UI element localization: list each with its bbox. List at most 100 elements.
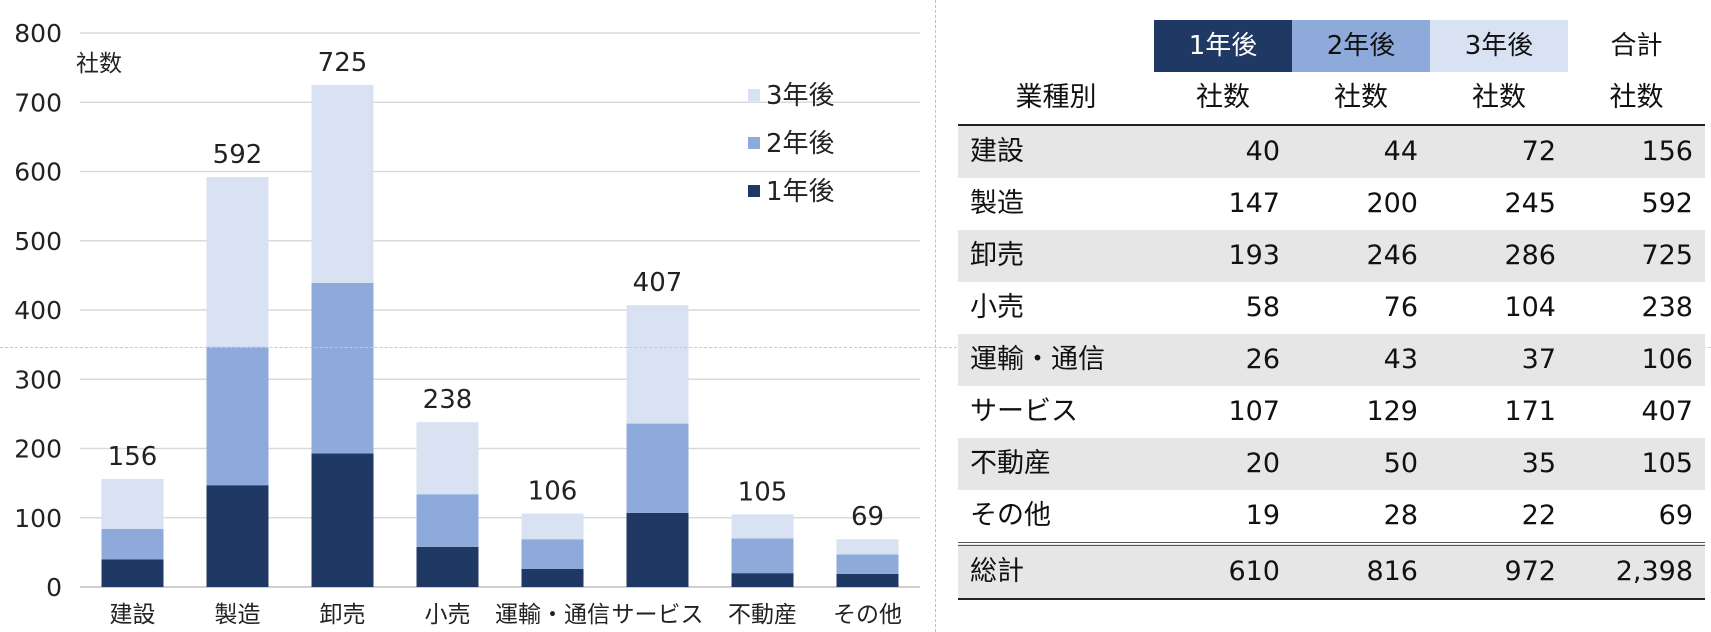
table-cell: 26 — [1154, 334, 1292, 386]
y-tick-label: 100 — [14, 504, 62, 533]
table-cell: 245 — [1504, 188, 1556, 219]
table-row-label: 不動産 — [958, 438, 1154, 490]
x-tick-label: 製造 — [215, 602, 261, 628]
x-tick-label: 建設 — [110, 602, 156, 628]
table-total-label: 総計 — [958, 542, 1154, 600]
horizontal-guide — [0, 347, 1711, 348]
table-cell: 22 — [1521, 500, 1556, 531]
bar-segment — [626, 305, 689, 424]
total-label: 156 — [108, 442, 158, 472]
table-row-label: 小売 — [970, 292, 1024, 323]
total-label: 238 — [423, 385, 473, 415]
table-cell: 104 — [1504, 292, 1556, 323]
table-cell: 28 — [1383, 500, 1418, 531]
data-table: 1年後 2年後 3年後 合計 業種別 社数 社数 社数 社数 建設 40 44 72 1… — [958, 20, 1705, 600]
legend-swatch — [748, 137, 760, 149]
bar-segment — [101, 528, 164, 560]
bar-segment — [626, 512, 689, 587]
table-header-empty — [958, 20, 1154, 72]
legend-swatch — [748, 185, 760, 197]
x-tick-label: 運輸・通信 — [495, 602, 610, 628]
table-cell: 407 — [1641, 396, 1693, 427]
table-cell: 147 — [1228, 188, 1280, 219]
table-cell: 725 — [1568, 230, 1705, 282]
table-row-label: サービス — [970, 396, 1078, 427]
table-row: 卸売 193 246 286 725 — [958, 230, 1705, 282]
table-cell: 193 — [1154, 230, 1292, 282]
bar-segment — [521, 539, 584, 569]
table-header-year1: 1年後 — [1154, 20, 1292, 72]
legend-label: 1年後 — [766, 177, 835, 207]
y-tick-label: 800 — [14, 19, 62, 48]
table-cell: 50 — [1292, 438, 1430, 490]
legend-label: 2年後 — [766, 129, 835, 159]
table-unit-label: 社数 — [1292, 72, 1430, 126]
panel-divider — [935, 0, 936, 632]
table-unit-label: 社数 — [1430, 72, 1568, 126]
bar-segment — [206, 177, 269, 347]
table-cell: 58 — [1245, 292, 1280, 323]
table-cell: 238 — [1641, 292, 1693, 323]
legend-label: 3年後 — [766, 81, 835, 111]
x-tick-label: サービス — [612, 602, 704, 628]
table-row-label: 運輸・通信 — [958, 334, 1154, 386]
table-cell: 246 — [1292, 230, 1430, 282]
bar-segment — [731, 538, 794, 574]
y-tick-label: 0 — [46, 573, 62, 602]
x-tick-label: 小売 — [425, 602, 471, 628]
table-year-header-row: 1年後 2年後 3年後 合計 — [958, 20, 1705, 72]
x-tick-label: 不動産 — [728, 602, 797, 628]
y-tick-label: 400 — [14, 296, 62, 325]
table-cell: 105 — [1568, 438, 1705, 490]
legend-swatch — [748, 89, 760, 101]
bar-segment — [311, 282, 374, 454]
table-cell: 35 — [1430, 438, 1568, 490]
bar-segment — [836, 554, 899, 574]
x-tick-label: 卸売 — [320, 602, 366, 628]
table-cell: 156 — [1568, 125, 1705, 178]
table-cell: 106 — [1568, 334, 1705, 386]
table-row-label: 製造 — [970, 188, 1024, 219]
bar-segment — [206, 485, 269, 587]
bar-segment — [206, 346, 269, 486]
table-total-cell: 2,398 — [1568, 542, 1705, 600]
bar-segment — [521, 568, 584, 587]
table-cell: 20 — [1154, 438, 1292, 490]
table-unit-header-row: 業種別 社数 社数 社数 社数 — [958, 72, 1705, 126]
table-cell: 171 — [1504, 396, 1556, 427]
table-row: 不動産 20 50 35 105 — [958, 438, 1705, 490]
bar-segment — [521, 513, 584, 540]
y-tick-label: 700 — [14, 88, 62, 117]
table-header-year2: 2年後 — [1292, 20, 1430, 72]
table-header-total: 合計 — [1610, 31, 1663, 61]
table-cell: 76 — [1383, 292, 1418, 323]
table-cell: 19 — [1245, 500, 1280, 531]
table-header-category: 業種別 — [958, 72, 1154, 126]
table-row-label: 建設 — [958, 125, 1154, 178]
total-label: 725 — [318, 48, 368, 78]
bar-segment — [101, 478, 164, 529]
total-label: 69 — [851, 502, 884, 532]
table-cell: 37 — [1430, 334, 1568, 386]
y-tick-label: 200 — [14, 435, 62, 464]
table-row: 小売 58 76 104 238 — [958, 282, 1705, 334]
table-cell: 72 — [1430, 125, 1568, 178]
bar-segment — [311, 84, 374, 283]
table-cell: 44 — [1292, 125, 1430, 178]
stacked-bar-chart: 0 100 200 300 400 500 600 700 800 社数 156 建設 592 製造 725… — [14, 19, 920, 628]
table-cell: 43 — [1292, 334, 1430, 386]
y-tick-label: 300 — [14, 365, 62, 394]
table-row-label: その他 — [970, 500, 1051, 531]
total-label: 106 — [528, 477, 578, 507]
table-row-label: 卸売 — [958, 230, 1154, 282]
x-tick-label: その他 — [833, 602, 902, 628]
table-unit-label: 社数 — [1568, 72, 1705, 126]
total-label: 592 — [213, 140, 263, 170]
bar-segment — [101, 559, 164, 587]
table-cell: 286 — [1430, 230, 1568, 282]
table-total-cell: 816 — [1292, 542, 1430, 600]
y-axis-label: 社数 — [76, 51, 122, 77]
y-tick-label: 500 — [14, 227, 62, 256]
total-label: 407 — [633, 268, 683, 298]
table-cell: 592 — [1641, 188, 1693, 219]
